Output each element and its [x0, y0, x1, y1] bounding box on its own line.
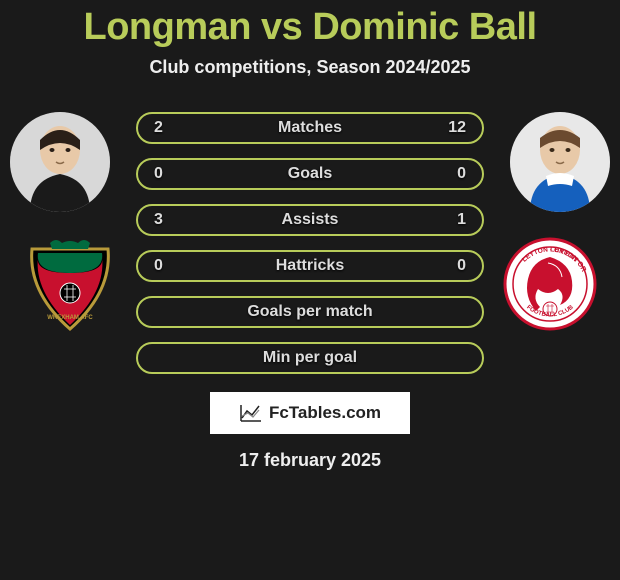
stat-label: Assists: [184, 211, 436, 229]
player-left-avatar: [10, 112, 110, 212]
stat-row: 0 Goals 0: [136, 158, 484, 190]
comparison-content: WREXHAM AFC LEYTON ORIENT LEYTON · ORIEN…: [0, 102, 620, 471]
stat-label: Hattricks: [184, 257, 436, 275]
stat-left-value: 0: [154, 165, 184, 183]
branding-text: FcTables.com: [269, 403, 381, 423]
chart-icon: [239, 403, 263, 423]
stat-label: Goals: [184, 165, 436, 183]
stat-left-value: 2: [154, 119, 184, 137]
club-crest-left: WREXHAM AFC: [20, 237, 120, 332]
comparison-date: 17 february 2025: [0, 450, 620, 471]
stat-row: Min per goal: [136, 342, 484, 374]
branding-badge: FcTables.com: [210, 392, 410, 434]
stat-row: 2 Matches 12: [136, 112, 484, 144]
comparison-subtitle: Club competitions, Season 2024/2025: [0, 57, 620, 78]
stat-right-value: 1: [436, 211, 466, 229]
stat-row: Goals per match: [136, 296, 484, 328]
stat-left-value: 0: [154, 257, 184, 275]
svg-text:WREXHAM AFC: WREXHAM AFC: [47, 315, 93, 321]
stat-label: Min per goal: [184, 349, 436, 367]
stat-bars: 2 Matches 12 0 Goals 0 3 Assists 1 0 Hat…: [136, 102, 484, 374]
comparison-title: Longman vs Dominic Ball: [0, 0, 620, 49]
stat-right-value: 0: [436, 165, 466, 183]
stat-right-value: 0: [436, 257, 466, 275]
stat-row: 3 Assists 1: [136, 204, 484, 236]
stat-left-value: 3: [154, 211, 184, 229]
stat-row: 0 Hattricks 0: [136, 250, 484, 282]
stat-label: Goals per match: [184, 303, 436, 321]
stat-label: Matches: [184, 119, 436, 137]
club-crest-right: LEYTON ORIENT LEYTON · ORIENT FOOTBALL C…: [500, 237, 600, 332]
stat-right-value: 12: [436, 119, 466, 137]
player-right-avatar: [510, 112, 610, 212]
